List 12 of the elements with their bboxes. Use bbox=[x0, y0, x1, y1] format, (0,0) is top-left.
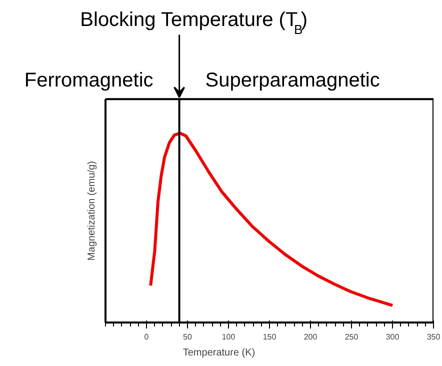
y-axis-title: Magnetization (emu/g) bbox=[86, 161, 98, 261]
x-tick-label: 200 bbox=[304, 332, 318, 342]
x-tick-label: 300 bbox=[386, 332, 400, 342]
x-tick-label: 100 bbox=[222, 332, 236, 342]
x-axis-title: Temperature (K) bbox=[182, 348, 256, 358]
x-tick-label: 50 bbox=[183, 332, 192, 342]
x-tick-label: 350 bbox=[426, 332, 441, 342]
x-tick-label: 0 bbox=[144, 332, 150, 342]
x-tick-label: 250 bbox=[344, 332, 359, 342]
x-tick-label: 150 bbox=[262, 332, 277, 342]
text: Ferromagnetic bbox=[24, 70, 154, 92]
text: Superparamagnetic bbox=[205, 70, 380, 92]
